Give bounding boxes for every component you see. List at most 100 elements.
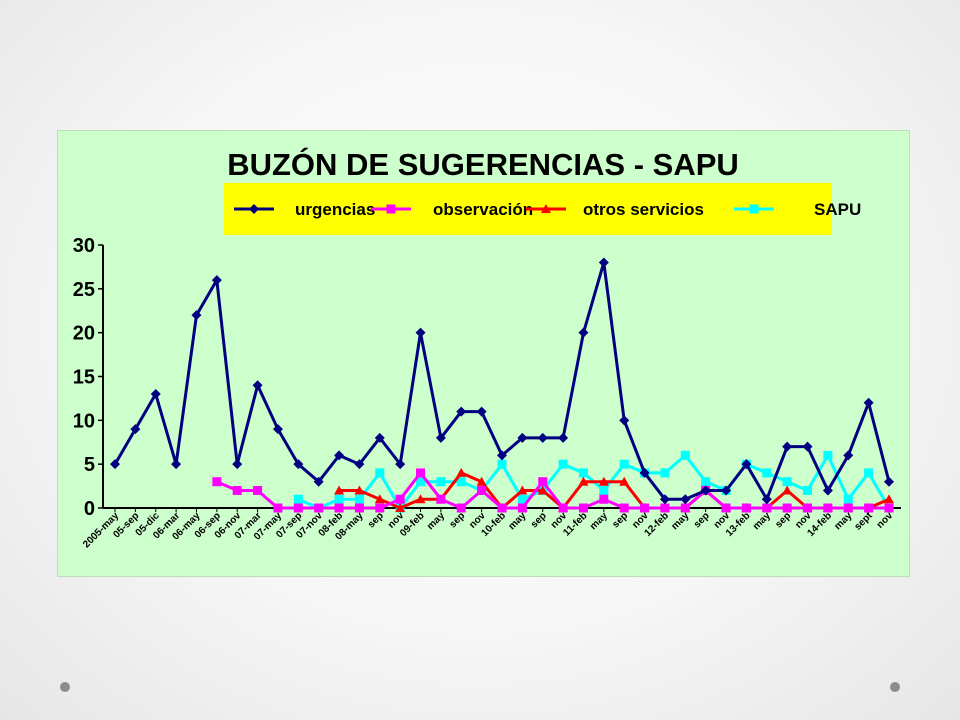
data-point-0-15 [415,327,426,338]
x-tick-label-21: sep [529,510,549,530]
data-point-1-34 [803,503,813,513]
x-tick-label-25: sep [610,510,630,530]
legend-label-3: SAPU [814,200,861,219]
data-point-1-22 [558,503,568,513]
data-point-3-23 [578,468,588,478]
data-point-1-31 [741,503,751,513]
x-tick-label-29: sep [692,510,712,530]
data-point-0-22 [558,432,569,443]
legend-marker-3 [749,204,759,214]
line-chart: BUZÓN DE SUGERENCIAS - SAPU urgencias obs… [73,146,901,550]
data-point-2-15 [415,494,426,504]
data-point-0-38 [884,476,894,487]
data-point-1-14 [395,494,405,504]
data-point-2-23 [578,476,589,486]
data-point-0-9 [293,459,304,470]
data-point-0-35 [822,485,833,496]
data-point-3-20 [517,494,527,504]
data-point-3-29 [701,477,711,487]
data-point-2-12 [354,485,365,495]
data-point-0-14 [395,459,406,470]
data-point-2-18 [476,476,487,486]
legend-label-0: urgencias [295,200,375,219]
y-tick-label-5: 25 [73,279,95,301]
data-point-0-29 [700,485,711,496]
data-point-1-9 [293,503,303,513]
data-point-1-5 [212,477,222,487]
data-point-2-11 [334,485,345,495]
axes: 0510152025302005-may05-sep05-dic06-mar06… [73,235,901,550]
series-1 [212,468,894,513]
data-point-1-18 [477,485,487,495]
data-point-0-16 [435,432,446,443]
data-point-1-23 [578,503,588,513]
data-point-3-12 [354,494,364,504]
data-point-0-6 [232,459,243,470]
data-point-0-7 [252,380,263,391]
data-point-1-11 [334,503,344,513]
data-point-0-34 [802,441,813,452]
data-point-0-18 [476,406,487,417]
data-point-1-38 [884,503,894,513]
x-tick-label-36: may [832,510,854,532]
data-point-1-35 [823,503,833,513]
series-line-1 [216,471,889,510]
plot-area [110,257,894,513]
data-point-1-19 [497,503,507,513]
data-point-2-24 [598,476,609,486]
data-point-0-27 [659,494,670,505]
data-point-1-26 [640,503,650,513]
data-point-1-10 [314,503,324,513]
data-point-2-17 [456,467,467,477]
data-point-1-7 [253,485,263,495]
data-point-1-12 [354,503,364,513]
data-point-0-5 [211,275,222,286]
data-point-3-11 [334,494,344,504]
slide-nav-dot-right [890,682,900,692]
data-point-0-0 [110,459,120,470]
data-point-0-28 [680,494,691,505]
data-point-2-33 [782,485,793,495]
data-point-3-33 [782,477,792,487]
data-point-3-22 [558,459,568,469]
data-point-0-13 [374,432,385,443]
y-tick-label-6: 30 [73,235,95,257]
data-point-0-36 [843,450,854,461]
legend-label-2: otros servicios [583,200,704,219]
legend-marker-2 [541,204,551,213]
data-point-3-16 [436,477,446,487]
data-point-0-10 [313,476,324,487]
data-point-1-28 [680,503,690,513]
x-tick-label-24: may [588,510,610,532]
data-point-0-8 [272,424,283,435]
data-point-3-15 [416,477,426,487]
y-tick-label-1: 5 [84,454,95,476]
chart-title: BUZÓN DE SUGERENCIAS - SAPU [227,146,739,182]
series-line-2 [339,471,890,510]
data-point-1-36 [843,503,853,513]
data-point-3-24 [599,485,609,495]
slide-nav-dot-left [60,682,70,692]
data-point-2-20 [517,485,528,495]
x-tick-label-33: sep [773,510,793,530]
data-point-3-35 [823,450,833,460]
data-point-1-24 [599,494,609,504]
data-point-0-32 [761,494,772,505]
legend-marker-1 [386,204,396,214]
data-point-3-37 [864,468,874,478]
data-point-0-2 [150,389,161,400]
data-point-3-36 [843,494,853,504]
x-tick-label-37: sept [852,510,875,533]
data-point-1-13 [375,503,385,513]
data-point-1-20 [517,503,527,513]
data-point-2-14 [395,503,406,512]
data-point-0-21 [537,432,548,443]
data-point-3-27 [660,468,670,478]
data-point-0-33 [782,441,793,452]
data-point-0-12 [354,459,365,470]
x-tick-label-20: may [507,510,529,532]
data-point-0-1 [130,424,141,435]
data-point-0-30 [721,485,732,496]
data-point-3-28 [680,450,690,460]
